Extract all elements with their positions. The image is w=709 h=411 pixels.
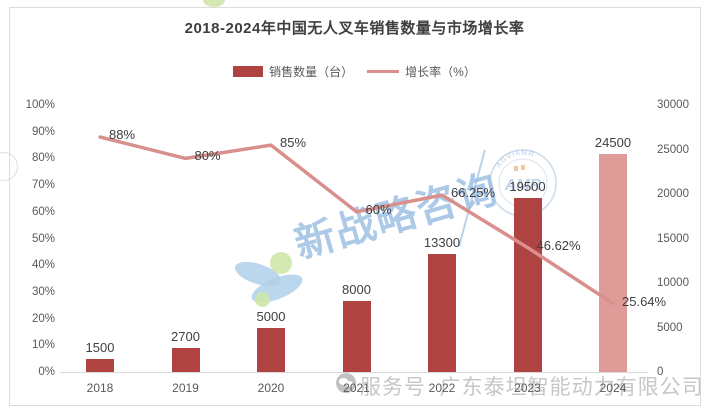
legend: 销售数量（台） 增长率（%） (0, 63, 709, 80)
chart-frame (9, 7, 701, 406)
sales-value-label: 5000 (256, 308, 286, 324)
top-green-blob-watermark (203, 0, 225, 7)
sales-bar-2024 (599, 153, 627, 372)
growth-value-label: 88% (109, 127, 136, 143)
sales-value-label: 8000 (342, 281, 371, 297)
x-axis-label-2024: 2024 (599, 381, 627, 395)
sales-value-label: 13300 (423, 234, 461, 250)
growth-value-label: 85% (280, 135, 307, 151)
x-axis-label-2021: 2021 (343, 381, 370, 395)
x-axis-label-2020: 2020 (257, 381, 285, 395)
left-axis-tick: 70% (31, 179, 55, 192)
legend-label-sales: 销售数量（台） (269, 65, 354, 79)
sales-bar-2023 (513, 198, 542, 372)
legend-item-growth: 增长率（%） (367, 63, 476, 80)
growth-value-label: 46.62% (536, 237, 581, 253)
x-axis-label-2023: 2023 (514, 381, 541, 395)
chart-title: 2018-2024年中国无人叉车销售数量与市场增长率 (184, 20, 525, 37)
line-series-swatch (367, 69, 400, 74)
left-axis-tick: 50% (31, 232, 55, 245)
left-axis-tick: 40% (31, 259, 55, 272)
sales-value-label: 2700 (171, 328, 200, 344)
sales-bar-2019 (171, 347, 200, 372)
right-axis-tick: 25000 (657, 143, 689, 156)
left-axis-tick: 0% (38, 366, 55, 378)
right-axis-tick: 15000 (657, 232, 689, 245)
left-axis-tick: 10% (31, 339, 55, 352)
left-axis-tick: 60% (31, 205, 55, 218)
sales-value-label: 1500 (85, 339, 115, 355)
sales-bar-2018 (86, 358, 114, 372)
legend-item-sales: 销售数量（台） (233, 63, 353, 80)
left-axis-tick: 20% (31, 312, 55, 325)
growth-value-label: 25.64% (622, 293, 667, 309)
x-axis-label-2019: 2019 (172, 381, 199, 395)
growth-value-label: 66.25% (451, 185, 496, 201)
sales-value-label: 19500 (509, 179, 546, 195)
sales-value-label: 24500 (594, 134, 632, 150)
left-axis-tick: 100% (25, 99, 55, 111)
growth-value-label: 80% (194, 148, 221, 164)
right-axis-tick: 10000 (657, 277, 689, 289)
sales-bar-2020 (257, 327, 285, 372)
sales-bar-2022 (428, 253, 456, 372)
sales-bar-2021 (342, 300, 371, 372)
right-axis-tick: 0 (657, 366, 664, 378)
left-axis-tick: 30% (31, 285, 55, 298)
right-axis-tick: 20000 (657, 188, 689, 200)
x-axis-line (60, 372, 648, 373)
right-axis-tick: 5000 (657, 321, 683, 334)
right-axis-tick: 30000 (657, 99, 689, 111)
legend-label-growth: 增长率（%） (405, 65, 476, 79)
growth-value-label: 60% (365, 201, 392, 217)
bar-series-swatch (233, 66, 264, 77)
x-axis-label-2022: 2022 (428, 381, 456, 395)
left-axis-tick: 90% (31, 125, 55, 138)
x-axis-label-2018: 2018 (86, 381, 114, 395)
left-axis-tick: 80% (31, 152, 55, 165)
